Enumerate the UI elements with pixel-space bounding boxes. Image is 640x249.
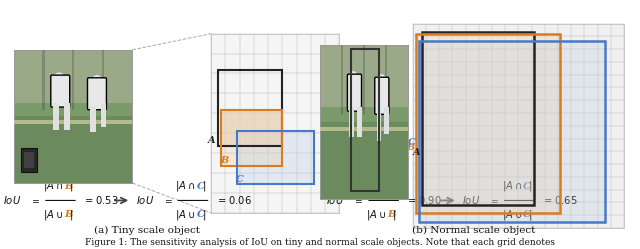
Ellipse shape — [349, 71, 358, 86]
Bar — [422, 32, 534, 205]
Text: $|$: $|$ — [392, 208, 396, 222]
Bar — [385, 45, 387, 114]
Text: C: C — [236, 175, 244, 184]
Bar — [341, 45, 343, 114]
Text: $|A \cup$: $|A \cup$ — [366, 208, 386, 222]
Bar — [14, 121, 132, 124]
Text: $=$: $=$ — [489, 196, 500, 205]
Text: $|A \cup$: $|A \cup$ — [43, 208, 63, 222]
Text: B: B — [220, 156, 228, 165]
Text: (b) Normal scale object: (b) Normal scale object — [412, 226, 535, 235]
Text: $=$: $=$ — [353, 196, 364, 205]
Text: $|A \cap$: $|A \cap$ — [366, 179, 386, 193]
Text: C: C — [408, 138, 416, 147]
Bar — [102, 50, 104, 110]
Bar — [416, 34, 560, 213]
Bar — [100, 103, 106, 127]
Text: B: B — [387, 210, 396, 219]
Bar — [237, 131, 314, 184]
Bar — [14, 116, 132, 183]
Text: Figure 1: The sensitivity analysis of IoU on tiny and normal scale objects. Note: Figure 1: The sensitivity analysis of Io… — [85, 238, 555, 247]
Bar — [349, 107, 353, 137]
Text: $|$: $|$ — [69, 179, 73, 193]
Bar — [419, 41, 605, 222]
Text: $|$: $|$ — [528, 179, 532, 193]
Bar — [364, 45, 365, 114]
Bar — [320, 45, 408, 122]
Text: B: B — [64, 182, 72, 190]
Bar — [64, 103, 70, 130]
Bar — [351, 50, 379, 191]
Text: (a) Tiny scale object: (a) Tiny scale object — [94, 226, 200, 235]
Text: B: B — [64, 210, 72, 219]
Text: $= 0.53$: $= 0.53$ — [83, 194, 119, 206]
Text: $\mathit{IoU}$: $\mathit{IoU}$ — [136, 194, 154, 206]
Bar — [53, 103, 59, 130]
Text: B: B — [387, 182, 396, 190]
Bar — [221, 110, 282, 146]
Text: $\mathit{IoU}$: $\mathit{IoU}$ — [462, 194, 480, 206]
Text: B: B — [406, 143, 414, 152]
Text: $|$: $|$ — [392, 179, 396, 193]
FancyBboxPatch shape — [88, 78, 106, 110]
Bar — [24, 152, 34, 168]
Bar — [21, 148, 36, 172]
Bar — [357, 107, 362, 137]
Text: $=$: $=$ — [30, 196, 41, 205]
Text: $|$: $|$ — [202, 179, 205, 193]
Text: $= 0.90$: $= 0.90$ — [406, 194, 442, 206]
Text: A: A — [208, 136, 216, 145]
Text: $\mathit{IoU}$: $\mathit{IoU}$ — [326, 194, 344, 206]
Bar — [385, 107, 389, 134]
FancyBboxPatch shape — [51, 75, 70, 107]
Text: $|$: $|$ — [69, 208, 73, 222]
Bar — [14, 50, 132, 103]
Bar — [211, 34, 339, 213]
Ellipse shape — [378, 74, 387, 90]
Text: $|A \cup$: $|A \cup$ — [175, 208, 195, 222]
Text: A: A — [413, 148, 420, 157]
Bar — [90, 106, 96, 132]
Text: C: C — [523, 182, 531, 190]
Text: $= 0.65$: $= 0.65$ — [542, 194, 578, 206]
FancyBboxPatch shape — [375, 77, 389, 114]
Bar — [72, 50, 74, 110]
Text: $|$: $|$ — [202, 208, 205, 222]
Bar — [320, 45, 408, 107]
Bar — [42, 50, 45, 110]
Bar — [416, 34, 560, 213]
Bar — [221, 110, 282, 166]
Ellipse shape — [53, 72, 65, 86]
Bar — [413, 24, 624, 228]
Text: $\mathit{IoU}$: $\mathit{IoU}$ — [3, 194, 21, 206]
Text: $|A \cup$: $|A \cup$ — [502, 208, 522, 222]
Text: $=$: $=$ — [163, 196, 173, 205]
Text: $|A \cap$: $|A \cap$ — [502, 179, 522, 193]
Bar — [376, 110, 381, 140]
Bar — [237, 131, 314, 184]
Text: $|A \cap$: $|A \cap$ — [175, 179, 195, 193]
Text: C: C — [523, 210, 531, 219]
Bar — [419, 41, 605, 222]
Text: $= 0.06$: $= 0.06$ — [216, 194, 252, 206]
Text: $|A \cap$: $|A \cap$ — [43, 179, 63, 193]
Text: $|$: $|$ — [528, 208, 532, 222]
Bar — [218, 70, 282, 146]
Bar — [320, 122, 408, 199]
Text: C: C — [196, 210, 205, 219]
Bar — [14, 50, 132, 116]
Ellipse shape — [91, 75, 103, 88]
FancyBboxPatch shape — [348, 74, 362, 111]
Bar — [320, 127, 408, 131]
Text: C: C — [196, 182, 205, 190]
Bar — [221, 110, 282, 166]
